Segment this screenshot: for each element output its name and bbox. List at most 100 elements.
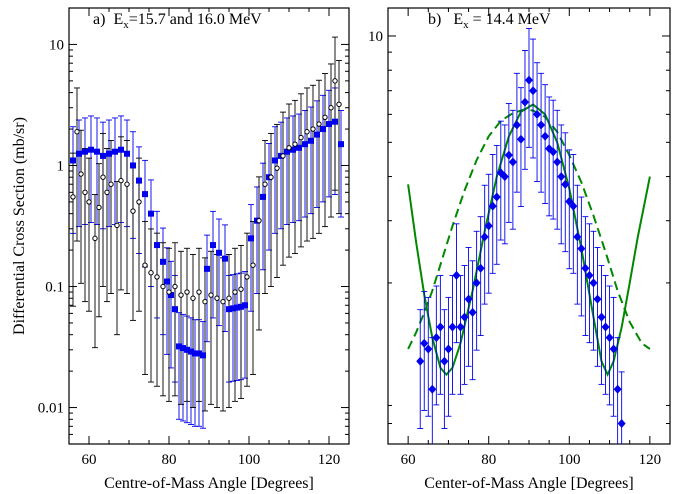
- panel-b-data-point-diamond: [617, 419, 626, 429]
- panel-b-data-point-diamond: [504, 150, 513, 160]
- panel-b-data-point-diamond: [464, 294, 473, 304]
- panel-b: 60 80 100 120 10 b) Ex = 14.4 MeV Center-of…: [368, 7, 671, 492]
- panel-a-data-point-circle: [268, 174, 274, 180]
- panel-a-data-point-square: [94, 148, 100, 155]
- panel-a-y-tick-label: 1: [57, 158, 65, 174]
- panel-a-data-point-circle: [190, 295, 196, 301]
- panel-a-data-point-circle: [136, 199, 142, 205]
- panel-a-data-point-circle: [262, 181, 268, 187]
- panel-b-title-main: E: [453, 11, 463, 28]
- panel-a-data-point-square: [234, 304, 240, 311]
- panel-a-data-point-circle: [74, 129, 80, 135]
- panel-b-data-point-diamond: [448, 322, 457, 332]
- panel-b-title-sub: x: [463, 19, 469, 31]
- panel-a-data-point-square: [302, 141, 308, 148]
- panel-b-error-bars: [417, 28, 625, 444]
- panel-a-data-point-circle: [322, 114, 328, 121]
- panel-a-data-point-circle: [160, 283, 166, 290]
- panel-a-data-point-circle: [332, 78, 338, 84]
- panel-a-data-point-square: [192, 350, 198, 357]
- panel-b-data-point-diamond: [468, 307, 477, 317]
- panel-a-data-point-square: [142, 191, 148, 198]
- panel-b-x-tick-label: 80: [481, 452, 496, 468]
- panel-a-data-point-square: [242, 302, 248, 309]
- panel-b-data-point-diamond: [476, 263, 485, 273]
- panel-b-data-point-diamond: [508, 157, 517, 167]
- panel-a-data-point-square: [106, 150, 112, 157]
- panel-a-data-point-circle: [250, 262, 256, 268]
- panel-a-title: a) Ex=15.7 and 16.0 MeV: [93, 11, 262, 31]
- panel-b-data-point-diamond: [492, 192, 501, 202]
- panel-a-y-tick-label: 0.01: [38, 401, 64, 417]
- panel-a-data-point-square: [308, 137, 314, 144]
- panel-a-data-point-square: [172, 306, 178, 313]
- panel-b-data-point-diamond: [480, 232, 489, 242]
- panel-b-data-point-diamond: [424, 344, 433, 354]
- panel-a-data-point-square: [100, 152, 106, 159]
- panel-b-x-tick-label: 60: [401, 452, 416, 468]
- panel-a-data-point-square: [332, 118, 338, 125]
- panel-a-data-point-square: [200, 352, 206, 359]
- panel-a-data-point-circle: [202, 298, 208, 305]
- panel-a-data-point-circle: [148, 270, 154, 276]
- panel-a-data-point-circle: [70, 194, 76, 200]
- panel-b-data-point-diamond: [529, 86, 538, 96]
- panel-a-data-point-circle: [220, 298, 226, 305]
- panel-a-data-point-circle: [166, 289, 172, 295]
- panel-a-data-point-circle: [142, 262, 148, 268]
- panel-a-x-tick-label: 80: [162, 452, 177, 468]
- panel-b-data-point-diamond: [609, 344, 618, 354]
- panel-a-data-point-circle: [92, 235, 98, 242]
- panel-a-data-point-circle: [178, 292, 184, 298]
- panel-a-data-point-circle: [310, 126, 316, 132]
- panel-a-data-point-circle: [256, 217, 262, 224]
- panel-b-data-point-diamond: [452, 270, 461, 280]
- panel-a-data-point-square: [154, 242, 160, 249]
- panel-b-data-point-diamond: [537, 120, 546, 130]
- panel-a-data-point-square: [326, 121, 332, 128]
- panel-a-data-point-circle: [100, 174, 106, 180]
- panel-a-y-axis-label: Differential Cross Section (mb/sr): [11, 117, 28, 335]
- panel-a-data-point-circle: [96, 204, 102, 211]
- panel-b-data-point-diamond: [488, 201, 497, 211]
- panel-b-data-point-diamond: [589, 278, 598, 288]
- panel-a-data-point-circle: [214, 295, 220, 301]
- panel-b-data-point-diamond: [516, 134, 525, 144]
- panel-a-data-point-square: [230, 305, 236, 312]
- panel-a-data-point-square: [320, 126, 326, 133]
- panel-a-x-ticks: 60 80 100 120: [68, 8, 350, 468]
- panel-a-data-point-circle: [118, 177, 124, 184]
- panel-a-data-point-square: [168, 292, 174, 299]
- panel-a-data-point-circle: [184, 289, 190, 295]
- panel-b-data-point-diamond: [520, 97, 529, 107]
- panel-a-data-point-circle: [130, 208, 136, 214]
- panel-b-x-tick-label: 120: [639, 452, 662, 468]
- panel-b-data-point-diamond: [420, 338, 429, 348]
- panel-a-data-point-circle: [172, 283, 178, 290]
- panel-a-data-point-circle: [232, 289, 238, 295]
- panel-b-data-point-diamond: [436, 322, 445, 332]
- panel-a-data-point-square: [204, 265, 210, 272]
- panel-a-title-sub: x: [123, 19, 129, 31]
- panel-b-data-point-diamond: [428, 384, 437, 394]
- panel-a-data-point-circle: [238, 286, 244, 292]
- panel-a-data-point-square: [76, 150, 82, 157]
- panel-a-data-point-circle: [108, 181, 114, 187]
- panel-b-data-point-diamond: [440, 356, 449, 366]
- panel-a-data-point-circle: [104, 189, 110, 196]
- panel-a-data-point-circle: [82, 189, 88, 196]
- panel-b-data-point-diamond: [585, 270, 594, 280]
- panel-a-points: [70, 78, 344, 359]
- panel-b-data-point-diamond: [581, 263, 590, 273]
- panel-a-data-point-square: [216, 249, 222, 256]
- panel-b-data-point-diamond: [597, 312, 606, 322]
- panel-a-data-point-circle: [286, 145, 292, 151]
- panel-a-data-point-square: [160, 258, 166, 265]
- panel-b-data-point-diamond: [472, 278, 481, 288]
- panel-a-data-point-square: [164, 278, 170, 285]
- panel-a-data-point-square: [272, 157, 278, 164]
- panel-a-data-point-square: [188, 348, 194, 355]
- panel-a-y-tick-label: 10: [49, 37, 64, 53]
- panel-b-data-point-diamond: [577, 244, 586, 254]
